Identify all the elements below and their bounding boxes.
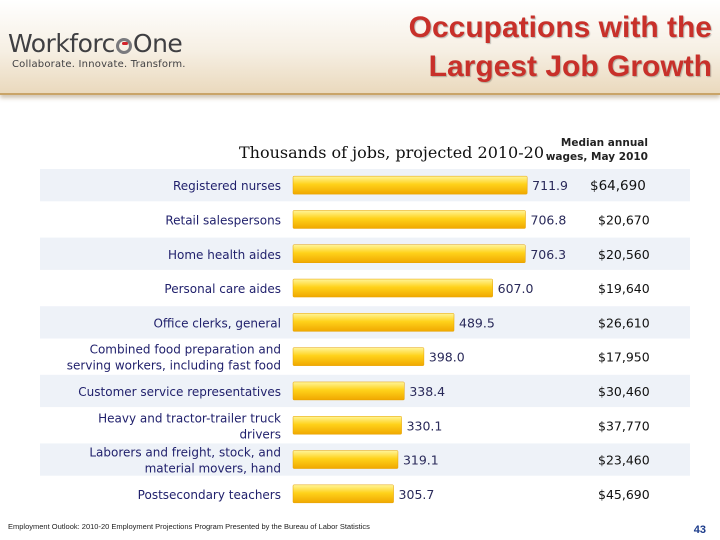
logo-swirl-icon <box>115 38 132 54</box>
page-number: 43 <box>693 524 706 536</box>
bar-value-label: 706.8 <box>531 212 567 227</box>
category-label: material movers, hand <box>145 462 281 476</box>
category-label: serving workers, including fast food <box>67 359 281 373</box>
bar-8 <box>292 416 402 435</box>
category-label: Personal care aides <box>164 282 281 296</box>
footer-source: Employment Outlook: 2010-20 Employment P… <box>8 522 370 531</box>
wage-label: $37,770 <box>598 418 650 433</box>
bar-value-label: 607.0 <box>498 281 534 296</box>
bar-value-label: 706.3 <box>530 247 566 262</box>
wage-label: $45,690 <box>598 487 650 502</box>
wage-label: $20,560 <box>598 247 650 262</box>
category-label: Office clerks, general <box>153 316 281 330</box>
bar-9 <box>292 450 399 469</box>
bar-7 <box>292 381 405 401</box>
bar-1 <box>292 175 528 195</box>
chart-title: Thousands of jobs, projected 2010-20 <box>239 143 544 162</box>
bar-2 <box>292 210 526 229</box>
bar-value-label: 330.1 <box>407 418 443 433</box>
bar-value-label: 489.5 <box>459 315 495 330</box>
wage-label: $30,460 <box>598 384 650 399</box>
bar-value-label: 398.0 <box>429 350 465 365</box>
workforce-one-logo: Workforc One Collaborate. Innovate. Trans… <box>8 29 186 71</box>
bar-value-label: 711.9 <box>532 178 568 193</box>
wage-label: $20,670 <box>598 212 650 227</box>
category-label: Combined food preparation and <box>90 343 281 357</box>
wage-label: $26,610 <box>598 315 650 330</box>
bar-3 <box>292 244 526 263</box>
bar-5 <box>292 313 455 332</box>
bar-value-label: 305.7 <box>399 487 435 502</box>
bar-6 <box>292 347 425 366</box>
category-label: Heavy and tractor-trailer truck <box>98 411 281 425</box>
title-line-2: Largest Job Growth <box>428 50 712 83</box>
category-label: Customer service representatives <box>78 385 281 399</box>
slide-header: Workforc One Collaborate. Innovate. Trans… <box>0 0 720 95</box>
category-label: Laborers and freight, stock, and <box>89 446 281 460</box>
wage-column-title-line-2: wages, May 2010 <box>546 151 648 163</box>
category-label: Registered nurses <box>173 179 281 193</box>
wage-label: $23,460 <box>598 453 650 468</box>
wage-label: $64,690 <box>590 178 646 194</box>
category-label: Postsecondary teachers <box>138 488 281 502</box>
title-line-1: Occupations with the <box>408 11 712 44</box>
bar-value-label: 319.1 <box>403 453 439 468</box>
category-label: Home health aides <box>168 248 281 262</box>
bar-10 <box>292 484 394 504</box>
category-label: Retail salespersons <box>165 213 281 227</box>
category-label: drivers <box>239 427 281 441</box>
logo-name: Workforc One <box>8 29 183 58</box>
wage-label: $17,950 <box>598 350 650 365</box>
logo-tagline: Collaborate. Innovate. Transform. <box>12 59 186 70</box>
wage-column-title-line-1: Median annual <box>561 137 648 149</box>
bar-4 <box>292 278 493 298</box>
bar-value-label: 338.4 <box>409 384 445 399</box>
wage-label: $19,640 <box>598 281 650 296</box>
slide-title: Occupations with the Largest Job Growth <box>409 8 712 86</box>
